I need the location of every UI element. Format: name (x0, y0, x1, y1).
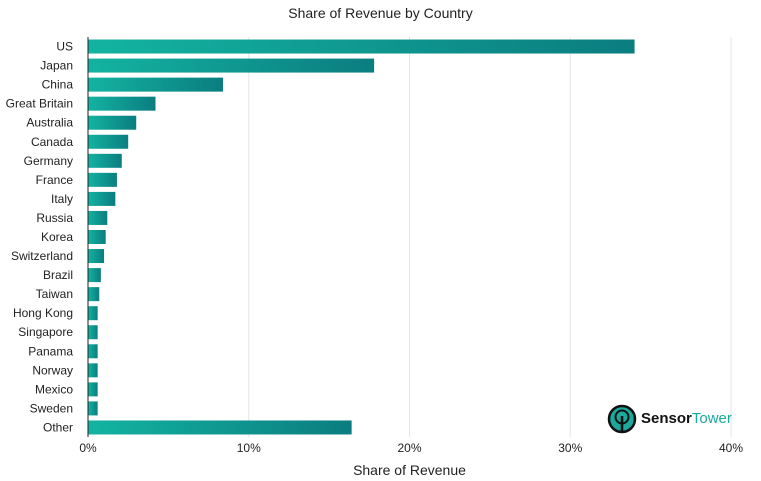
bar (88, 96, 156, 111)
bar (88, 268, 101, 283)
category-labels: US Japan China Great Britain Australia Canada… (6, 40, 74, 435)
bar (88, 325, 98, 340)
sensor-tower-logo-icon (607, 404, 637, 434)
category-label: Australia (26, 116, 73, 130)
category-label: Italy (51, 192, 73, 206)
category-label: Switzerland (11, 249, 73, 263)
bar (88, 77, 224, 92)
bar (88, 230, 106, 244)
sensor-tower-watermark: SensorTower (607, 403, 732, 435)
category-label: Brazil (43, 268, 73, 282)
bar (88, 39, 635, 54)
category-label: Taiwan (36, 287, 73, 301)
category-label: Sweden (30, 401, 73, 415)
bar (88, 306, 98, 321)
category-label: Germany (24, 154, 73, 168)
category-label: Other (43, 420, 73, 434)
x-tick-label: 10% (237, 441, 261, 455)
chart-title: Share of Revenue by Country (288, 5, 473, 21)
watermark-brand-first: Sensor (641, 410, 692, 427)
category-label: Mexico (35, 382, 73, 396)
bars (88, 39, 635, 435)
watermark-brand-second: Tower (691, 410, 732, 427)
category-label: Russia (36, 211, 73, 225)
bar (88, 401, 98, 416)
x-tick-label: 30% (558, 441, 582, 455)
watermark-text: SensorTower (641, 404, 732, 434)
bar (88, 191, 116, 206)
bar (88, 134, 129, 149)
category-label: Panama (28, 344, 73, 358)
category-label: Norway (32, 363, 73, 377)
bar (88, 420, 352, 435)
x-tick-label: 0% (79, 441, 97, 455)
bar (88, 210, 108, 225)
x-axis-title: Share of Revenue (353, 462, 466, 478)
category-label: Korea (41, 230, 73, 244)
bar (88, 287, 100, 302)
bar (88, 58, 375, 73)
category-label: US (56, 40, 73, 54)
bar (88, 363, 98, 378)
bar (88, 382, 98, 397)
bar (88, 153, 122, 168)
category-label: Great Britain (6, 97, 73, 111)
x-tick-label: 40% (719, 441, 743, 455)
category-label: France (36, 173, 74, 187)
bar (88, 115, 137, 130)
x-tick-label: 20% (397, 441, 421, 455)
category-label: Japan (40, 59, 73, 73)
category-label: Canada (31, 135, 73, 149)
grid-lines (248, 37, 732, 437)
bar (88, 249, 105, 264)
category-label: China (42, 78, 74, 92)
x-tick-labels: 0% 10% 20% 30% 40% (79, 441, 743, 455)
bar (88, 344, 98, 359)
category-label: Singapore (18, 325, 73, 339)
category-label: Hong Kong (13, 306, 73, 320)
bar (88, 172, 117, 187)
